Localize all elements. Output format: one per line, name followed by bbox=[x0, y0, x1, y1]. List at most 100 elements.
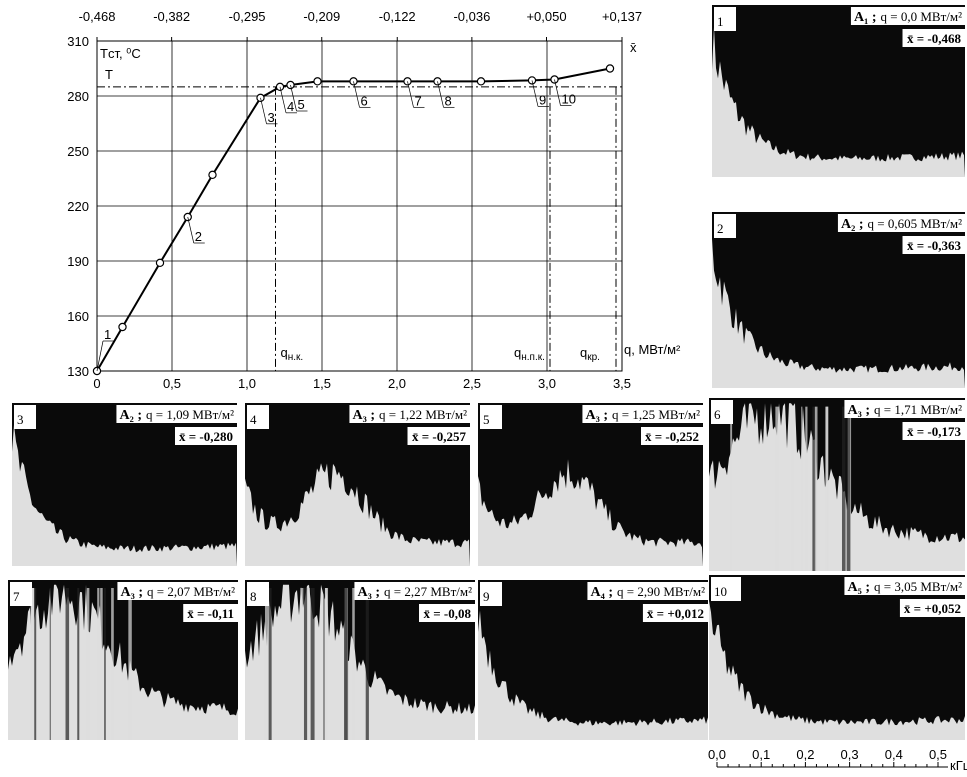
panel-header-box bbox=[582, 405, 703, 423]
data-point bbox=[118, 322, 127, 332]
data-point bbox=[605, 64, 615, 73]
panel-number-box bbox=[247, 405, 269, 429]
threshold-label: qкр. bbox=[580, 345, 600, 363]
panel-number-box bbox=[714, 214, 736, 238]
panel-number: 4 bbox=[250, 412, 257, 427]
threshold-subscript: н.п.к. bbox=[521, 352, 545, 363]
label-leader bbox=[279, 86, 287, 113]
spectrum-stripe bbox=[814, 406, 818, 571]
x2-tick-label: -0,295 bbox=[229, 9, 266, 24]
panel-number-box bbox=[10, 582, 32, 606]
panel-xbar: x̄ = -0,173 bbox=[907, 424, 961, 439]
panel-xbar: x̄ = -0,08 bbox=[424, 606, 472, 621]
x2-axis-label: x̄ bbox=[630, 40, 637, 55]
panel-header: A₂ ; q = 0,605 МВт/м² bbox=[841, 216, 962, 232]
ts-label: T bbox=[105, 67, 113, 82]
spectrum-stripe bbox=[86, 588, 90, 740]
panel-xbar: x̄ = -0,252 bbox=[645, 429, 699, 444]
label-leader bbox=[407, 81, 414, 108]
x-tick-label: 1,5 bbox=[313, 376, 331, 391]
panel-q: q = 1,71 МВт/м² bbox=[874, 402, 962, 417]
point-label: 1 bbox=[104, 327, 111, 342]
panel-q: q = 1,25 МВт/м² bbox=[612, 407, 700, 422]
panel-header-box bbox=[844, 400, 965, 418]
panel-regime: A₃ ; bbox=[121, 585, 143, 600]
label-leader bbox=[531, 80, 539, 107]
y-axis-label: Tст, ⁰C bbox=[100, 46, 141, 61]
x-tick-label: 2,5 bbox=[463, 376, 481, 391]
panel-header-box bbox=[587, 582, 708, 600]
point-label: 5 bbox=[298, 97, 305, 112]
panel-header-box bbox=[354, 582, 475, 600]
spectrum-stripe bbox=[100, 588, 103, 740]
frequency-tick-label: 0,3 bbox=[841, 747, 859, 762]
panel-number: 2 bbox=[717, 221, 724, 236]
spectrum-stripe bbox=[344, 588, 348, 740]
panel-q: q = 2,90 МВт/м² bbox=[617, 584, 705, 599]
y-tick-label: 220 bbox=[67, 199, 89, 214]
spectrum-stripe bbox=[303, 588, 308, 740]
data-point bbox=[155, 258, 165, 268]
spectrum-panel: 9 A₄ ; q = 2,90 МВт/м² x̄ = +0,012 bbox=[478, 580, 708, 740]
spectrum-stripe bbox=[365, 588, 369, 740]
threshold-subscript: кр. bbox=[587, 352, 600, 363]
panel-header: A₃ ; q = 1,22 МВт/м² bbox=[353, 407, 468, 423]
spectrum-area bbox=[712, 27, 965, 178]
x2-tick-label: -0,036 bbox=[453, 9, 490, 24]
panel-header-box bbox=[349, 405, 470, 423]
panel-regime: A₂ ; bbox=[841, 217, 863, 232]
panel-regime: A₄ ; bbox=[591, 585, 613, 600]
y-tick-label: 190 bbox=[67, 254, 89, 269]
spectrum-stripe bbox=[268, 588, 272, 740]
panel-q: q = 2,27 МВт/м² bbox=[384, 584, 472, 599]
spectrum-stripe bbox=[826, 406, 829, 571]
spectrum-stripe bbox=[30, 588, 35, 740]
panel-header: A₅ ; q = 3,05 МВт/м² bbox=[848, 579, 963, 595]
panel-header-box bbox=[116, 405, 237, 423]
x2-tick-label: +0,137 bbox=[602, 9, 642, 24]
point-label: 8 bbox=[445, 93, 452, 108]
panel-number-box bbox=[480, 582, 502, 606]
panel-header: A₄ ; q = 2,90 МВт/м² bbox=[591, 584, 706, 600]
spectrum-stripe bbox=[264, 588, 269, 740]
panel-regime: A₃ ; bbox=[586, 408, 608, 423]
data-point bbox=[208, 170, 217, 180]
spectrum-stripe bbox=[775, 406, 780, 571]
spectrum-stripe bbox=[812, 406, 817, 571]
panel-q: q = 1,22 МВт/м² bbox=[379, 407, 467, 422]
spectrum-area bbox=[245, 463, 470, 566]
panel-q: q = 3,05 МВт/м² bbox=[874, 579, 962, 594]
spectrum-stripe bbox=[323, 588, 325, 740]
x2-tick-label: -0,382 bbox=[153, 9, 190, 24]
x-tick-label: 3,5 bbox=[613, 376, 631, 391]
panel-number-box bbox=[480, 405, 502, 429]
panel-number-box bbox=[247, 582, 269, 606]
x-tick-label: 0 bbox=[93, 376, 100, 391]
panel-regime: A₁ ; bbox=[854, 10, 876, 25]
panel-number: 5 bbox=[483, 412, 490, 427]
spectrum-panel: 2 A₂ ; q = 0,605 МВт/м² x̄ = -0,363 bbox=[712, 212, 965, 388]
panel-xbar-box bbox=[175, 427, 237, 445]
panel-xbar: x̄ = -0,257 bbox=[412, 429, 466, 444]
point-label: 10 bbox=[562, 92, 576, 107]
panel-xbar: x̄ = -0,11 bbox=[187, 606, 234, 621]
threshold-symbol: q bbox=[580, 345, 587, 360]
x2-tick-label: -0,468 bbox=[79, 9, 116, 24]
panel-number: 6 bbox=[714, 407, 721, 422]
spectrum-stripe bbox=[730, 406, 733, 571]
spectrum-stripe bbox=[300, 588, 304, 740]
panel-header: A₃ ; q = 2,27 МВт/м² bbox=[358, 584, 473, 600]
frequency-tick-label: 0,2 bbox=[796, 747, 814, 762]
panel-regime: A₃ ; bbox=[358, 585, 380, 600]
panel-number: 10 bbox=[714, 584, 727, 599]
spectrum-stripe bbox=[310, 588, 315, 740]
panel-header-box bbox=[844, 577, 965, 595]
panel-number-box bbox=[14, 405, 36, 429]
panel-number: 1 bbox=[717, 14, 724, 29]
panel-xbar: x̄ = -0,280 bbox=[179, 429, 233, 444]
point-label: 3 bbox=[268, 110, 275, 125]
spectrum-area bbox=[8, 584, 238, 740]
panel-regime: A₃ ; bbox=[353, 408, 375, 423]
ts-symbol: T bbox=[105, 67, 113, 82]
